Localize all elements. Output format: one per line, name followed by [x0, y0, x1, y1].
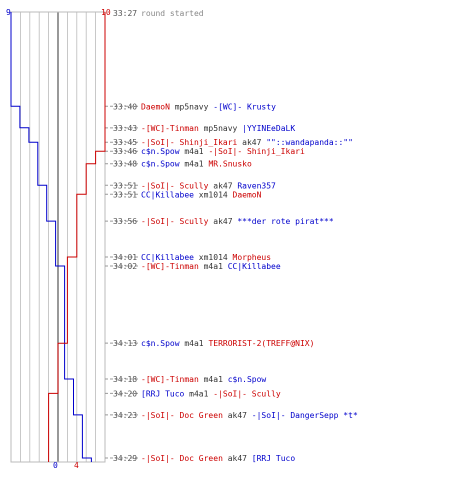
event-text: -|SoI|- Doc Green ak47 [RRJ Tuco	[141, 454, 295, 463]
event-text: CC|Killabee xm1014 DaemoN	[141, 190, 262, 199]
red-start-count: 10	[101, 8, 111, 17]
blue-team-alive-line	[10, 12, 92, 462]
event-time: 33:27	[113, 9, 137, 18]
event-text-part: xm1014	[194, 190, 233, 199]
event-list: 33:27 round started 33:40 DaemoN mp5navy -[…	[113, 9, 358, 463]
event-time: 33:43	[113, 124, 137, 133]
event-time: 33:40	[113, 102, 137, 111]
event-text-part: -|SoI|- Scully	[213, 389, 281, 398]
event-text-part: mp5navy	[170, 102, 213, 111]
event-text-part: m4a1	[180, 339, 209, 348]
event-text-part: MR.Snusko	[208, 160, 252, 169]
grid-lines	[10, 11, 106, 463]
event-time: 34:13	[113, 339, 137, 348]
event-text-part: -|SoI|- Doc Green	[141, 411, 223, 420]
event-text-part: ***der rote pirat***	[237, 217, 334, 226]
event-text-part: ak47	[208, 217, 237, 226]
event-text-part: |YYINEeDaLK	[242, 124, 295, 133]
event-text: DaemoN mp5navy -[WC]- Krusty	[141, 102, 276, 111]
event-text-part: mp5navy	[199, 124, 242, 133]
event-text-part: xm1014	[194, 253, 233, 262]
event-text: round started	[141, 9, 204, 18]
event-text-part: -|SoI|- Shinji_Ikari	[208, 147, 305, 156]
event-text: c$n.Spow m4a1 MR.Snusko	[141, 160, 252, 169]
event-text-part: DaemoN	[141, 102, 170, 111]
event-text-part: -[WC]-Tinman	[141, 262, 199, 271]
event-text-part: -[WC]- Krusty	[213, 102, 276, 111]
event-text-part: m4a1	[180, 160, 209, 169]
event-text: -|SoI|- Scully ak47 ***der rote pirat***	[141, 217, 334, 226]
event-text-part: c$n.Spow	[141, 160, 180, 169]
event-time: 33:51	[113, 190, 137, 199]
event-text-part: m4a1	[199, 262, 228, 271]
event-text: [RRJ Tuco m4a1 -|SoI|- Scully	[141, 389, 281, 398]
event-text-part: ak47	[223, 454, 252, 463]
event-text: -[WC]-Tinman m4a1 CC|Killabee	[141, 262, 281, 271]
event-time: 33:51	[113, 181, 137, 190]
event-time: 34:23	[113, 411, 137, 420]
event-text-part: -[WC]-Tinman	[141, 375, 199, 384]
event-text-part: Morpheus	[233, 253, 272, 262]
event-time: 34:01	[113, 253, 137, 262]
event-text-part: ""::wandapanda::""	[266, 138, 353, 147]
event-dash-lines	[105, 105, 138, 459]
event-time: 33:48	[113, 160, 137, 169]
event-text-part: ak47	[223, 411, 252, 420]
event-text: -|SoI|- Shinji_Ikari ak47 ""::wandapanda…	[141, 138, 353, 147]
event-text: -[WC]-Tinman m4a1 c$n.Spow	[141, 375, 266, 384]
event-time: 33:56	[113, 217, 137, 226]
event-time: 34:29	[113, 454, 137, 463]
event-text-part: m4a1	[180, 147, 209, 156]
event-text-part: -|SoI|- Shinji_Ikari	[141, 138, 238, 147]
event-time: 34:18	[113, 375, 137, 384]
event-text-part: c$n.Spow	[141, 147, 180, 156]
event-text-part: [RRJ Tuco	[252, 454, 296, 463]
event-time: 34:20	[113, 389, 137, 398]
red-end-count: 4	[74, 461, 79, 470]
event-text-part: CC|Killabee	[141, 253, 194, 262]
event-text: -|SoI|- Doc Green ak47 -|SoI|- DangerSep…	[141, 411, 358, 420]
event-text-part: CC|Killabee	[228, 262, 281, 271]
event-text-part: m4a1	[199, 375, 228, 384]
event-text: c$n.Spow m4a1 -|SoI|- Shinji_Ikari	[141, 147, 305, 156]
event-time: 33:46	[113, 147, 137, 156]
grid-frame	[10, 11, 106, 463]
event-time: 33:45	[113, 138, 137, 147]
event-text-part: -[WC]-Tinman	[141, 124, 199, 133]
event-time: 34:02	[113, 262, 137, 271]
event-text-part: m4a1	[184, 389, 213, 398]
event-text: -[WC]-Tinman mp5navy |YYINEeDaLK	[141, 124, 295, 133]
event-text-part: c$n.Spow	[228, 375, 267, 384]
event-text-part: CC|Killabee	[141, 190, 194, 199]
event-text-part: ak47	[208, 181, 237, 190]
event-text-part: -|SoI|- Doc Green	[141, 454, 223, 463]
blue-end-count: 0	[53, 461, 58, 470]
event-text-part: TERRORIST-2(TREFF@NIX)	[208, 339, 314, 348]
event-text: CC|Killabee xm1014 Morpheus	[141, 253, 271, 262]
event-text-part: -|SoI|- Scully	[141, 181, 209, 190]
event-text: -|SoI|- Scully ak47 Raven357	[141, 181, 276, 190]
event-text-part: Raven357	[237, 181, 276, 190]
event-text-part: DaemoN	[233, 190, 262, 199]
red-team-alive-line	[48, 12, 106, 462]
event-text-part: round started	[141, 9, 204, 18]
event-text: c$n.Spow m4a1 TERRORIST-2(TREFF@NIX)	[141, 339, 314, 348]
event-text-part: -|SoI|- DangerSepp *t*	[252, 411, 358, 420]
event-text-part: c$n.Spow	[141, 339, 180, 348]
event-text-part: -|SoI|- Scully	[141, 217, 209, 226]
event-text-part: ak47	[237, 138, 266, 147]
event-text-part: [RRJ Tuco	[141, 389, 185, 398]
blue-start-count: 9	[6, 8, 11, 17]
